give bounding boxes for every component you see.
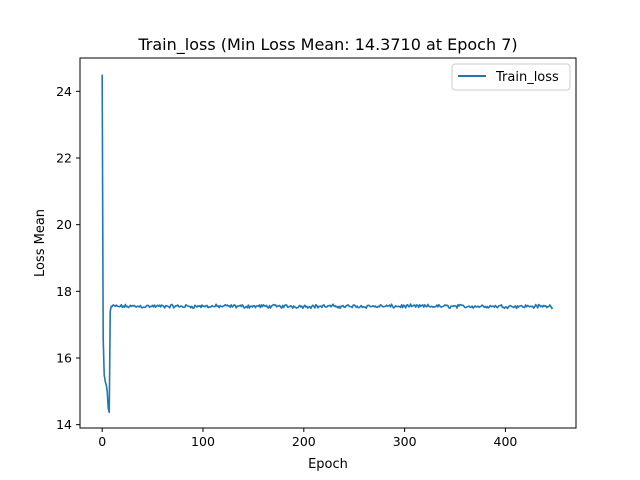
x-axis-label: Epoch: [308, 457, 348, 472]
y-tick-label-16: 16: [56, 351, 72, 366]
y-axis: 14 16 18 20 22 24: [56, 84, 80, 432]
series-train-loss: [102, 75, 553, 413]
x-tick-label-200: 200: [292, 434, 316, 449]
y-tick-label-14: 14: [56, 417, 72, 432]
series-line-train-loss: [102, 75, 553, 413]
x-tick-label-0: 0: [98, 434, 106, 449]
chart-title: Train_loss (Min Loss Mean: 14.3710 at Ep…: [137, 35, 517, 55]
plot-area: [80, 58, 576, 428]
y-tick-label-24: 24: [56, 84, 72, 99]
x-tick-label-100: 100: [191, 434, 215, 449]
x-axis: 0 100 200 300 400: [98, 428, 517, 449]
plot-frame: [80, 58, 576, 428]
y-axis-label: Loss Mean: [33, 209, 48, 277]
legend-label-train-loss: Train_loss: [495, 70, 559, 85]
x-tick-label-300: 300: [393, 434, 417, 449]
y-tick-label-22: 22: [56, 151, 72, 166]
y-tick-label-18: 18: [56, 284, 72, 299]
x-tick-label-400: 400: [494, 434, 518, 449]
y-tick-label-20: 20: [56, 217, 72, 232]
legend: Train_loss: [452, 64, 570, 90]
